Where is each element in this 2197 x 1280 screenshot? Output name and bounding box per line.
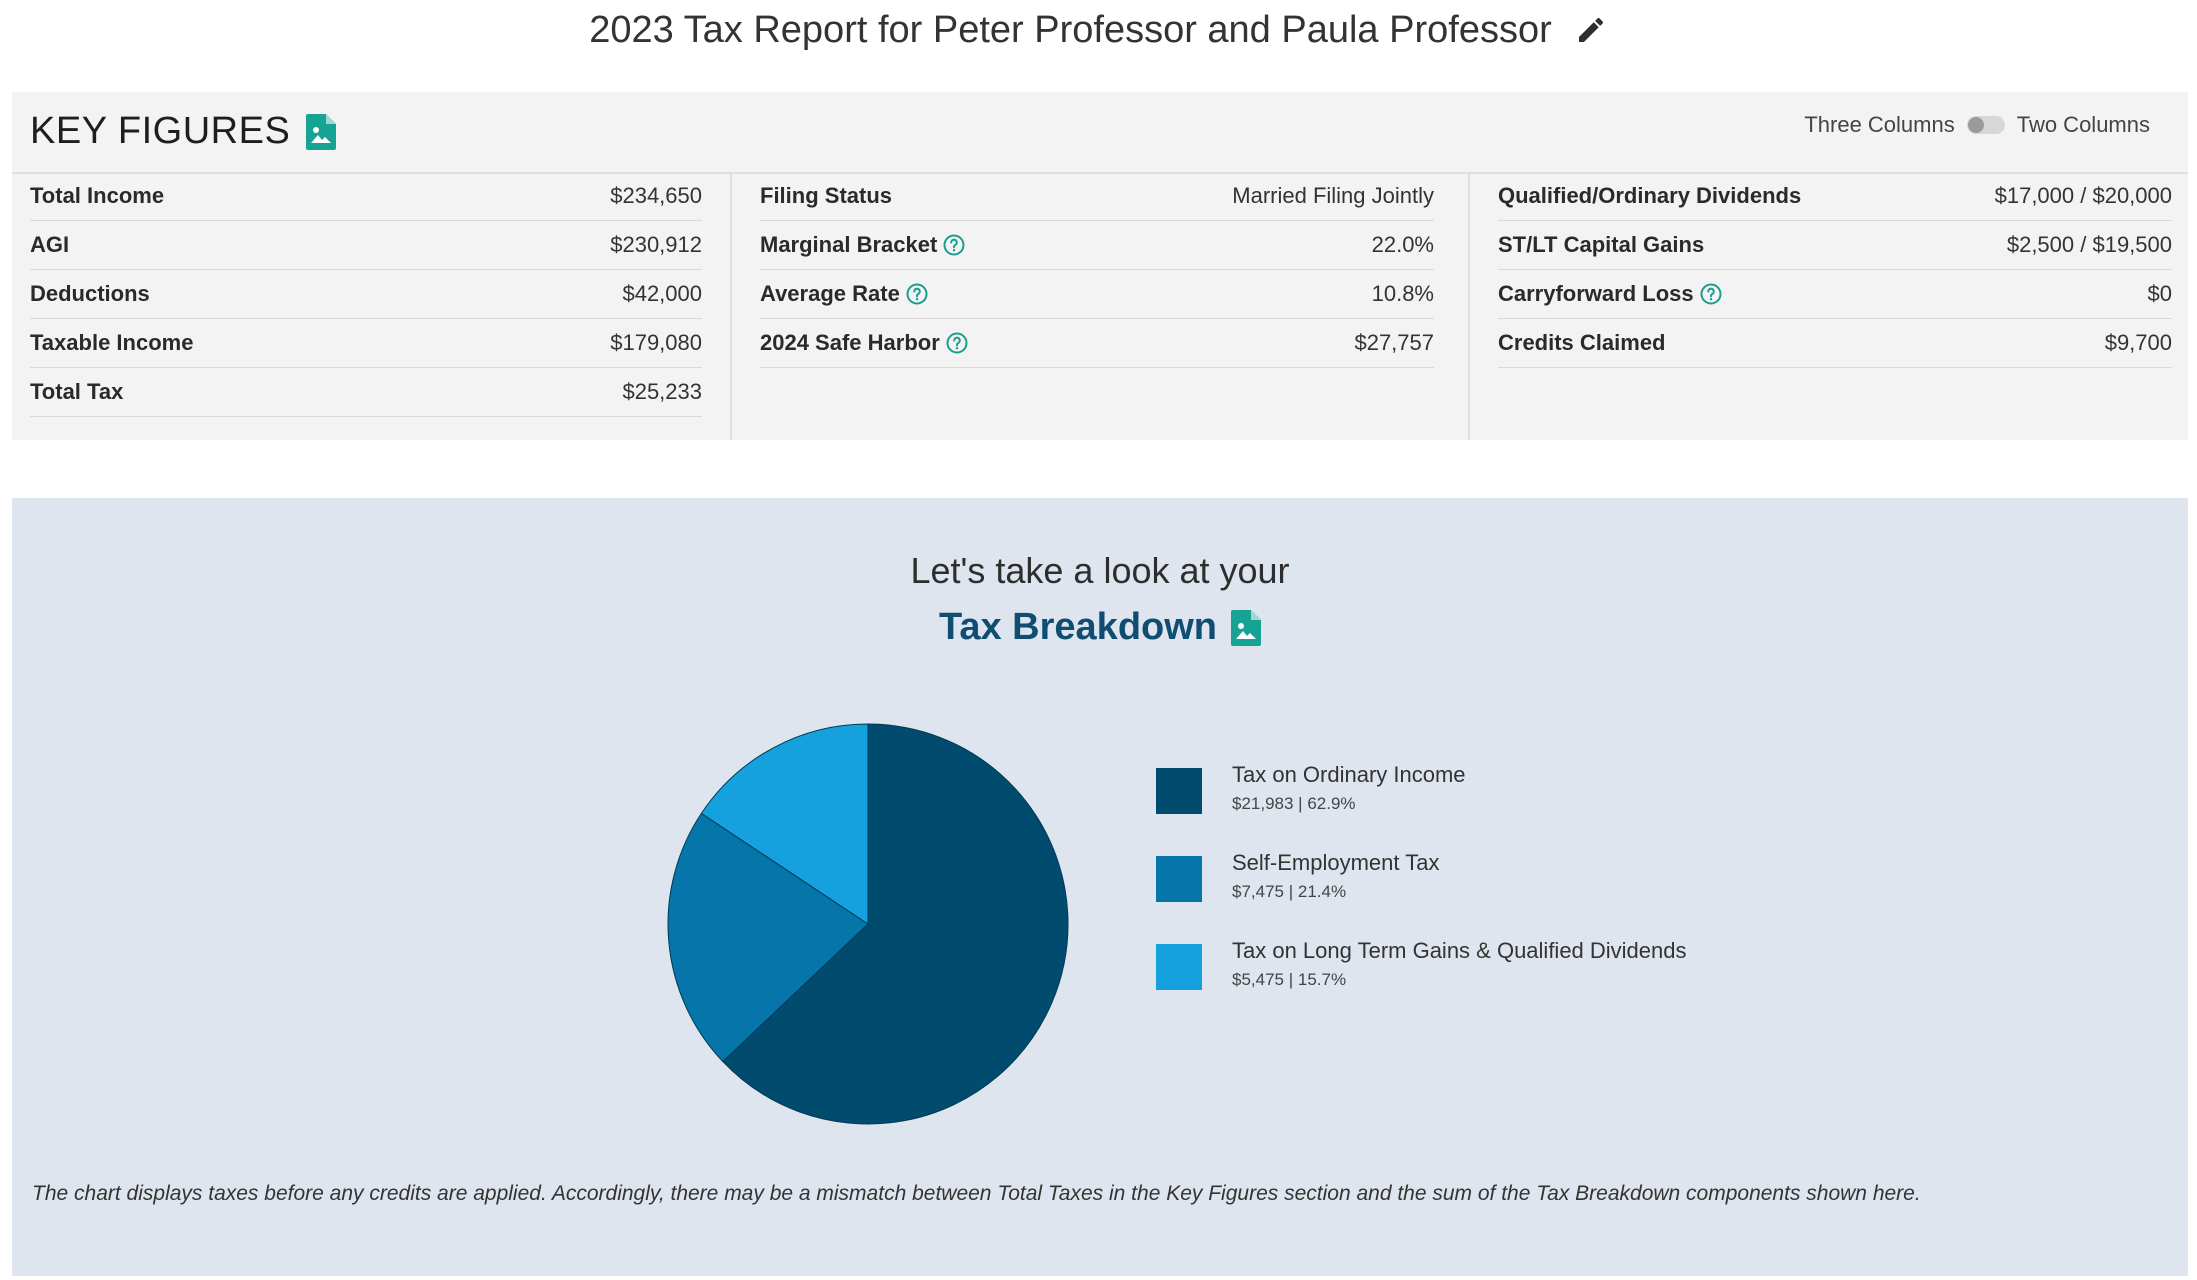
figure-label: Carryforward Loss — [1498, 281, 1694, 306]
figure-row-carryforward-loss: Carryforward Loss $0 — [1498, 270, 2172, 319]
figure-label: Average Rate — [760, 281, 900, 306]
figure-label: Taxable Income — [30, 330, 194, 355]
figure-value: 10.8% — [1371, 281, 1434, 306]
figure-row-credits-claimed: Credits Claimed $9,700 — [1498, 319, 2172, 368]
two-columns-label[interactable]: Two Columns — [2016, 112, 2150, 137]
figure-label: 2024 Safe Harbor — [760, 330, 940, 355]
legend-swatch — [1156, 856, 1202, 902]
figure-row-average-rate: Average Rate 10.8% — [760, 270, 1434, 319]
key-figures-panel: KEY FIGURES Three Columns Two Columns To… — [12, 92, 2188, 440]
figure-label: Filing Status — [760, 183, 892, 208]
pie-slice[interactable] — [700, 723, 869, 925]
figure-label: AGI — [30, 232, 70, 257]
legend-label: Self-Employment Tax — [1232, 850, 1440, 875]
help-icon[interactable] — [946, 332, 968, 354]
breakdown-intro: Let's take a look at your — [910, 550, 1290, 591]
pie-slice[interactable] — [722, 723, 1069, 1125]
help-icon[interactable] — [906, 283, 928, 305]
figure-value: $9,700 — [2104, 330, 2172, 355]
file-image-icon — [1231, 609, 1262, 646]
legend-swatch — [1156, 944, 1202, 990]
figure-label: ST/LT Capital Gains — [1498, 232, 1705, 257]
figure-row-total-tax: Total Tax $25,233 — [30, 368, 702, 417]
figure-row-marginal-bracket: Marginal Bracket 22.0% — [760, 221, 1434, 270]
figure-label: Deductions — [30, 281, 150, 306]
key-figures-export-button[interactable] — [306, 113, 337, 150]
figure-value: $230,912 — [610, 232, 702, 257]
figure-value: $27,757 — [1354, 330, 1434, 355]
legend-value: $5,475 | 15.7% — [1232, 970, 1347, 989]
figure-label: Total Tax — [30, 379, 124, 404]
figure-label: Credits Claimed — [1498, 330, 1666, 355]
figure-value: $234,650 — [610, 183, 702, 208]
key-figures-title: KEY FIGURES — [30, 110, 291, 152]
column-layout-toggle: Three Columns Two Columns — [1804, 112, 2150, 138]
figure-label: Marginal Bracket — [760, 232, 938, 257]
pencil-icon — [1578, 17, 1603, 42]
report-header: 2023 Tax Report for Peter Professor and … — [0, 0, 2197, 60]
figure-row-total-income: Total Income $234,650 — [30, 172, 702, 221]
help-icon[interactable] — [1700, 283, 1722, 305]
figure-label: Total Income — [30, 183, 165, 208]
breakdown-title: Tax Breakdown — [938, 606, 1218, 648]
file-image-icon — [306, 113, 337, 150]
figure-row-taxable-income: Taxable Income $179,080 — [30, 319, 702, 368]
figure-row-safe-harbor: 2024 Safe Harbor $27,757 — [760, 319, 1434, 368]
legend-value: $21,983 | 62.9% — [1232, 794, 1356, 813]
pie-slice[interactable] — [667, 812, 869, 1063]
figure-row-dividends: Qualified/Ordinary Dividends $17,000 / $… — [1498, 172, 2172, 221]
key-figures-header: KEY FIGURES Three Columns Two Columns — [12, 92, 2188, 174]
figure-label: Qualified/Ordinary Dividends — [1498, 183, 1802, 208]
figure-value: $25,233 — [622, 379, 702, 404]
figure-row-filing-status: Filing Status Married Filing Jointly — [760, 172, 1434, 221]
tax-breakdown-pie-chart — [667, 723, 1069, 1125]
page-title: 2023 Tax Report for Peter Professor and … — [589, 8, 1552, 51]
figure-value: $2,500 / $19,500 — [2006, 232, 2172, 257]
figure-value: 22.0% — [1371, 232, 1434, 257]
tax-breakdown-section: Let's take a look at your Tax Breakdown … — [12, 498, 2188, 1276]
figure-value: $42,000 — [622, 281, 702, 306]
figure-row-capital-gains: ST/LT Capital Gains $2,500 / $19,500 — [1498, 221, 2172, 270]
edit-title-button[interactable] — [1574, 13, 1608, 47]
legend-swatch — [1156, 768, 1202, 814]
figure-value: $179,080 — [610, 330, 702, 355]
legend-value: $7,475 | 21.4% — [1232, 882, 1347, 901]
figure-value: $17,000 / $20,000 — [1994, 183, 2172, 208]
help-icon[interactable] — [943, 234, 965, 256]
figure-row-deductions: Deductions $42,000 — [30, 270, 702, 319]
column-toggle-switch[interactable] — [1966, 116, 2005, 134]
legend-label: Tax on Long Term Gains & Qualified Divid… — [1232, 938, 1687, 963]
figure-row-agi: AGI $230,912 — [30, 221, 702, 270]
figure-value: Married Filing Jointly — [1232, 183, 1434, 208]
three-columns-label[interactable]: Three Columns — [1804, 112, 1955, 137]
breakdown-export-button[interactable] — [1231, 609, 1262, 646]
key-figures-column-3: Qualified/Ordinary Dividends $17,000 / $… — [1470, 172, 2188, 440]
key-figures-column-2: Filing Status Married Filing Jointly Mar… — [732, 172, 1470, 440]
chart-footnote: The chart displays taxes before any cred… — [32, 1182, 1921, 1205]
figure-value: $0 — [2147, 281, 2172, 306]
toggle-knob — [1967, 117, 1984, 133]
legend-label: Tax on Ordinary Income — [1232, 762, 1466, 787]
key-figures-column-1: Total Income $234,650 AGI $230,912 Deduc… — [12, 172, 732, 440]
